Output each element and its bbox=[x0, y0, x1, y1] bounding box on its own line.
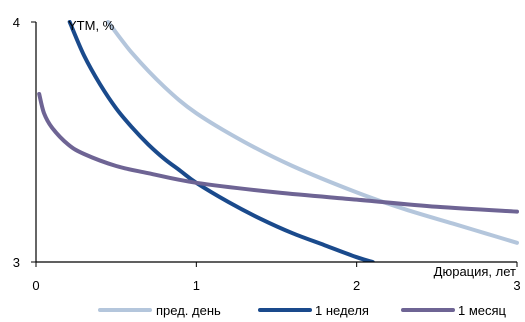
legend: пред. день 1 неделя 1 месяц bbox=[98, 303, 507, 318]
y-tick-label: 3 bbox=[13, 255, 20, 270]
y-axis-title: YTM, % bbox=[68, 18, 115, 33]
x-tick-label: 1 bbox=[193, 278, 200, 293]
axis-ticks: 0 1 2 3 3 4 bbox=[13, 15, 521, 293]
plot-lines bbox=[37, 20, 519, 262]
series-line-1 bbox=[106, 20, 519, 245]
x-axis-title: Дюрация, лет bbox=[434, 264, 516, 279]
legend-label-2: 1 неделя bbox=[315, 303, 369, 318]
y-tick-label: 4 bbox=[13, 15, 20, 30]
x-tick-label: 2 bbox=[353, 278, 360, 293]
x-tick-label: 3 bbox=[513, 278, 520, 293]
legend-label-1: пред. день bbox=[156, 303, 221, 318]
series-line-2 bbox=[67, 20, 375, 262]
x-tick-label: 0 bbox=[32, 278, 39, 293]
legend-label-3: 1 месяц bbox=[458, 303, 507, 318]
series-line-3 bbox=[37, 92, 519, 214]
